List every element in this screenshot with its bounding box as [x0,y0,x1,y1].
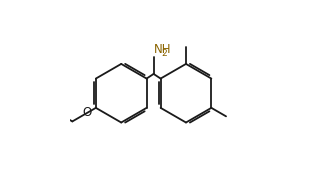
Text: NH: NH [154,43,171,56]
Text: O: O [82,106,92,120]
Text: 2: 2 [162,49,168,58]
